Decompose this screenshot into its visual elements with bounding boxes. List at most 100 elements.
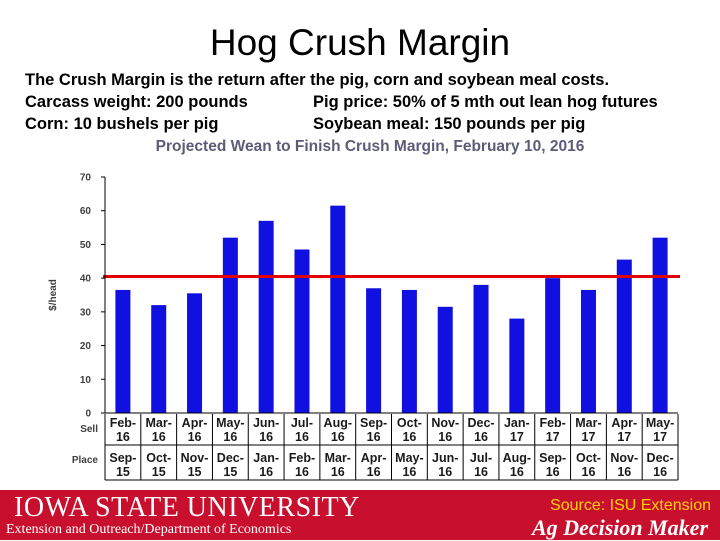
y-tick-label: 50: [80, 240, 92, 251]
sell-month-label: Apr-: [611, 416, 637, 430]
slide-title: Hog Crush Margin: [209, 22, 511, 63]
sell-year-label: 16: [331, 430, 345, 444]
place-month-label: Oct-: [576, 451, 601, 465]
sell-year-label: 17: [582, 430, 596, 444]
bar: [115, 289, 131, 413]
sell-year-label: 16: [259, 430, 273, 444]
chart-title: Projected Wean to Finish Crush Margin, F…: [155, 138, 585, 155]
place-month-label: Mar-: [325, 451, 351, 465]
sell-month-label: Aug-: [324, 416, 352, 430]
place-year-label: 16: [367, 465, 381, 479]
sell-month-label: Jan-: [504, 416, 530, 430]
place-year-label: 16: [510, 465, 524, 479]
place-month-label: Nov-: [181, 451, 209, 465]
sell-year-label: 17: [546, 430, 560, 444]
spec-row: Carcass weight: 200 pounds Pig price: 50…: [25, 93, 658, 112]
place-year-label: 16: [546, 465, 560, 479]
sell-year-label: 16: [438, 430, 452, 444]
spec-row: Corn: 10 bushels per pig Soybean meal: 1…: [25, 115, 585, 134]
footer-bar: [0, 490, 720, 540]
sell-year-label: 16: [152, 430, 166, 444]
place-month-label: Jul-: [470, 451, 492, 465]
place-month-label: Nov-: [610, 451, 638, 465]
bar: [330, 205, 346, 413]
isu-logo: IOWA STATE UNIVERSITY: [14, 492, 360, 523]
bar: [222, 237, 238, 413]
place-month-label: Dec-: [217, 451, 244, 465]
bar: [401, 289, 417, 413]
sell-year-label: 16: [474, 430, 488, 444]
sell-year-label: 17: [510, 430, 524, 444]
sell-month-label: Nov-: [431, 416, 459, 430]
bar: [616, 259, 632, 413]
place-month-label: Jan-: [253, 451, 279, 465]
bar: [366, 288, 382, 413]
bar: [580, 289, 596, 413]
place-month-label: Feb-: [289, 451, 315, 465]
sell-year-label: 16: [188, 430, 202, 444]
sell-year-label: 16: [367, 430, 381, 444]
y-tick-label: 20: [80, 341, 92, 352]
sell-month-label: Jul-: [291, 416, 313, 430]
place-year-label: 15: [223, 465, 237, 479]
y-tick-label: 30: [80, 307, 92, 318]
bar: [473, 284, 489, 413]
place-month-label: Sep-: [109, 451, 136, 465]
bar: [294, 249, 310, 413]
sell-month-label: Feb-: [539, 416, 565, 430]
ag-decision-maker-logo: Ag Decision Maker: [532, 515, 708, 540]
y-tick-label: 0: [85, 409, 91, 420]
y-tick-label: 60: [80, 206, 92, 217]
place-year-label: 16: [402, 465, 416, 479]
place-month-label: Oct-: [146, 451, 171, 465]
spec-soybean-meal: Soybean meal: 150 pounds per pig: [313, 115, 586, 133]
sell-year-label: 16: [295, 430, 309, 444]
place-year-label: 16: [438, 465, 452, 479]
place-month-label: Jun-: [432, 451, 458, 465]
bar: [258, 220, 274, 413]
y-tick-label: 70: [80, 173, 92, 184]
place-month-label: Dec-: [647, 451, 674, 465]
sell-year-label: 17: [617, 430, 631, 444]
place-year-label: 16: [582, 465, 596, 479]
crush-margin-chart: $/head010203040506070SellPlaceFeb-16Sep-…: [48, 173, 680, 481]
place-year-label: 16: [653, 465, 667, 479]
sell-row-label: Sell: [80, 424, 98, 435]
y-tick-label: 40: [80, 274, 92, 285]
place-year-label: 16: [259, 465, 273, 479]
bar: [652, 237, 668, 413]
sell-month-label: Apr-: [182, 416, 208, 430]
place-month-label: Sep-: [539, 451, 566, 465]
sell-year-label: 16: [116, 430, 130, 444]
sell-month-label: May-: [646, 416, 674, 430]
sell-month-label: Feb-: [110, 416, 136, 430]
sell-year-label: 16: [402, 430, 416, 444]
sell-month-label: Jun-: [253, 416, 279, 430]
spec-pig-price: Pig price: 50% of 5 mth out lean hog fut…: [313, 93, 658, 111]
place-year-label: 15: [152, 465, 166, 479]
sell-month-label: Sep-: [360, 416, 387, 430]
bar: [151, 305, 167, 413]
place-year-label: 16: [331, 465, 345, 479]
place-row-label: Place: [72, 455, 99, 466]
intro-text: The Crush Margin is the return after the…: [25, 71, 610, 89]
place-month-label: Aug-: [503, 451, 531, 465]
bar: [187, 293, 203, 413]
sell-month-label: Mar-: [146, 416, 172, 430]
sell-month-label: May-: [216, 416, 244, 430]
department-label: Extension and Outreach/Department of Eco…: [6, 522, 292, 537]
y-tick-label: 10: [80, 375, 92, 386]
sell-month-label: Mar-: [575, 416, 601, 430]
spec-corn: Corn: 10 bushels per pig: [25, 115, 219, 133]
place-month-label: Apr-: [361, 451, 387, 465]
place-year-label: 16: [295, 465, 309, 479]
place-year-label: 15: [116, 465, 130, 479]
bar: [509, 318, 525, 413]
place-year-label: 16: [617, 465, 631, 479]
sell-year-label: 16: [223, 430, 237, 444]
place-year-label: 15: [188, 465, 202, 479]
spec-carcass-weight: Carcass weight: 200 pounds: [25, 93, 248, 111]
bar: [545, 278, 561, 413]
sell-month-label: Dec-: [467, 416, 494, 430]
source-label: Source: ISU Extension: [550, 497, 711, 514]
